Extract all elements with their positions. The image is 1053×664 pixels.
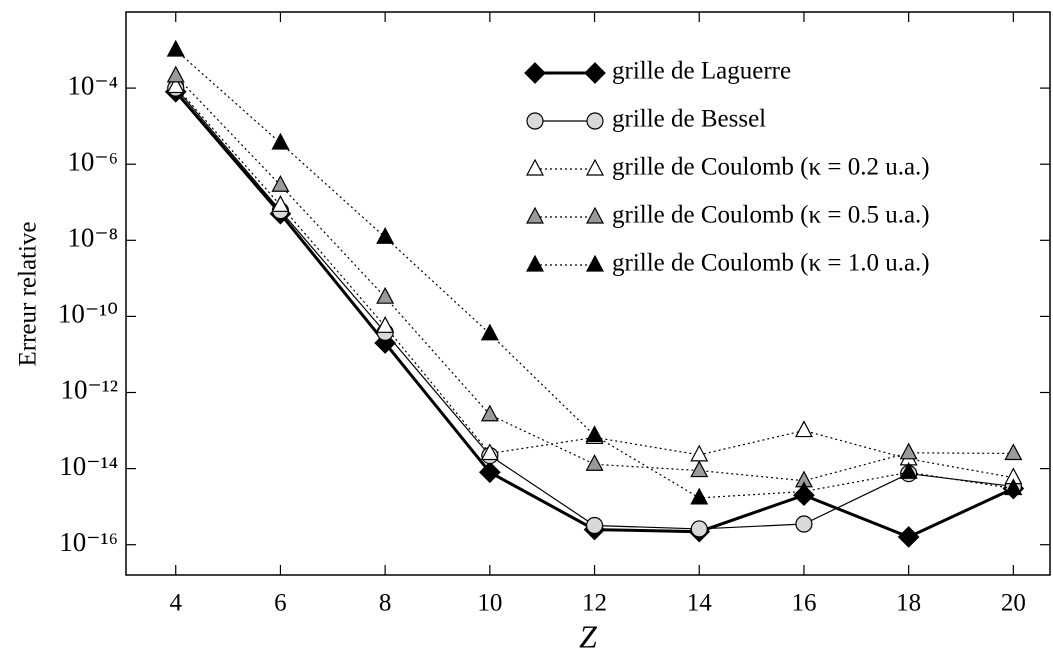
legend-marker (584, 62, 606, 84)
data-point (271, 174, 290, 192)
data-point (271, 195, 290, 212)
data-point (376, 286, 395, 304)
legend-marker (526, 158, 544, 176)
legend-marker (526, 206, 544, 224)
data-point (794, 481, 813, 499)
data-point (690, 460, 709, 478)
x-axis-label: Z (579, 618, 598, 654)
x-tick-label: 12 (582, 590, 607, 617)
data-point (585, 454, 604, 471)
data-point (166, 76, 185, 94)
y-tick-label: 10⁻⁴ (67, 70, 118, 100)
data-point (1004, 478, 1023, 496)
y-axis-label: Erreur relative (15, 221, 42, 366)
x-tick-label: 14 (687, 590, 713, 617)
x-tick-label: 20 (1001, 590, 1026, 617)
data-point (271, 132, 290, 150)
x-tick-label: 6 (274, 590, 287, 617)
legend-label: grille de Bessel (612, 106, 766, 133)
y-tick-label: 10⁻¹⁶ (59, 527, 118, 557)
y-tick-label: 10⁻¹⁴ (59, 451, 118, 481)
legend-label: grille de Coulomb (κ = 0.5 u.a.) (612, 202, 930, 229)
y-tick-label: 10⁻⁶ (67, 146, 118, 176)
data-point (166, 65, 185, 83)
legend-marker (526, 112, 544, 130)
data-point (480, 404, 499, 422)
legend-marker (524, 62, 546, 84)
data-point (1004, 443, 1023, 461)
x-tick-label: 18 (896, 590, 921, 617)
legend-label: grille de Coulomb (κ = 1.0 u.a.) (612, 250, 930, 277)
data-point (899, 442, 918, 460)
series-line (175, 86, 1014, 479)
data-point (585, 516, 604, 535)
legend-label: grille de Laguerre (612, 58, 791, 85)
data-point (794, 420, 813, 438)
y-tick-label: 10⁻⁸ (67, 223, 118, 253)
legend-marker (586, 254, 604, 272)
data-point (585, 425, 604, 443)
series-line (175, 49, 1014, 499)
data-point (690, 520, 708, 538)
data-point (899, 462, 918, 479)
x-tick-label: 16 (791, 590, 816, 617)
data-point (376, 316, 395, 333)
series-line (175, 75, 1014, 482)
y-tick-label: 10⁻¹² (61, 375, 118, 405)
x-tick-label: 8 (379, 590, 392, 617)
data-point (480, 323, 499, 341)
legend-marker (586, 158, 604, 176)
legend-marker (586, 112, 604, 130)
data-point (480, 443, 499, 461)
legend-marker (586, 206, 604, 224)
data-point (478, 461, 501, 484)
data-point (166, 39, 185, 57)
x-tick-label: 10 (477, 590, 502, 617)
data-point (690, 487, 709, 505)
data-point (897, 526, 920, 548)
data-point (376, 227, 395, 244)
data-point (795, 515, 813, 533)
plot-frame (125, 11, 1051, 576)
y-tick-label: 10⁻¹⁰ (58, 299, 118, 329)
x-tick-label: 4 (169, 590, 182, 617)
legend-label: grille de Coulomb (κ = 0.2 u.a.) (612, 154, 930, 181)
legend-marker (526, 254, 544, 272)
